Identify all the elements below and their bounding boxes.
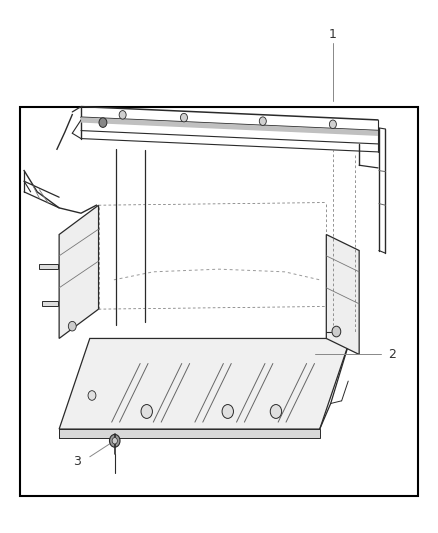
Text: 2: 2 (388, 348, 396, 361)
Circle shape (110, 434, 120, 447)
Text: 3: 3 (73, 455, 81, 467)
Circle shape (329, 120, 336, 128)
Circle shape (180, 114, 187, 122)
Polygon shape (81, 117, 378, 136)
Polygon shape (326, 235, 359, 354)
Circle shape (222, 405, 233, 418)
Circle shape (332, 326, 341, 337)
Circle shape (99, 118, 107, 127)
Polygon shape (59, 429, 320, 438)
Circle shape (270, 405, 282, 418)
Circle shape (88, 391, 96, 400)
Polygon shape (59, 205, 99, 338)
Circle shape (141, 405, 152, 418)
Circle shape (68, 321, 76, 331)
Polygon shape (42, 301, 58, 306)
Circle shape (119, 111, 126, 119)
Polygon shape (59, 338, 350, 429)
Circle shape (259, 117, 266, 125)
Text: 1: 1 (329, 28, 337, 41)
Bar (20, 107, 418, 496)
Circle shape (112, 438, 117, 444)
Polygon shape (39, 264, 58, 269)
